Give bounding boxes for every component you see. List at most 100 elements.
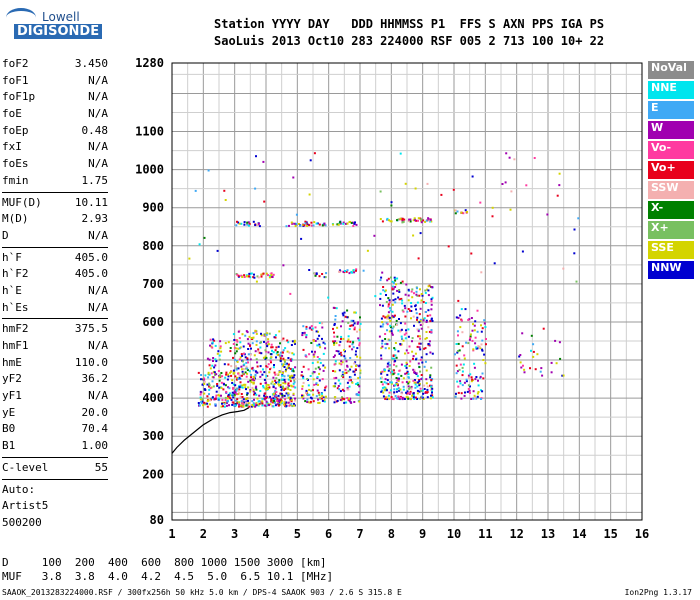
echo-dot (394, 384, 397, 387)
echo-dot (391, 285, 394, 288)
echo-dot (281, 371, 284, 374)
echo-dot (418, 380, 421, 383)
echo-dot (231, 393, 234, 396)
echo-dot (302, 223, 305, 226)
echo-dot (258, 402, 261, 405)
echo-dot (501, 183, 504, 185)
echo-dot (520, 366, 523, 369)
echo-dot (420, 299, 423, 302)
echo-dot (308, 393, 311, 396)
echo-dot (265, 400, 268, 403)
echo-dot (428, 340, 431, 343)
echo-dot (262, 386, 265, 389)
echo-dot (381, 389, 383, 392)
echo-dot (313, 152, 316, 155)
echo-dot (473, 324, 476, 327)
echo-dot (394, 279, 397, 282)
echo-dot (467, 374, 470, 377)
echo-dot (468, 318, 471, 321)
echo-dot (389, 324, 392, 327)
echo-dot (305, 325, 308, 328)
echo-dot (221, 398, 224, 401)
echo-dot (471, 329, 474, 332)
echo-dot (238, 403, 241, 406)
echo-dot (272, 366, 275, 369)
echo-dot (401, 299, 404, 302)
echo-dot (307, 401, 310, 404)
echo-dot (188, 257, 191, 260)
echo-dot (405, 329, 407, 332)
echo-dot (218, 376, 221, 379)
echo-dot (255, 332, 258, 335)
echo-dot (388, 330, 391, 333)
echo-dot (251, 405, 253, 408)
echo-dot (355, 350, 357, 353)
echo-dot (418, 321, 421, 324)
logo-bottom-text: DIGISONDE (14, 24, 103, 39)
echo-dot (241, 372, 244, 375)
x-tick-label: 7 (356, 527, 363, 541)
echo-dot (343, 401, 346, 404)
echo-dot (287, 388, 290, 391)
echo-dot (274, 379, 277, 382)
legend-item: X+ (648, 221, 694, 239)
echo-dot (272, 351, 275, 354)
echo-dot (316, 356, 319, 358)
echo-dot (265, 365, 268, 368)
echo-dot (454, 353, 456, 356)
echo-dot (259, 375, 262, 378)
echo-dot (241, 374, 243, 377)
echo-dot (238, 358, 241, 361)
echo-dot (306, 224, 309, 227)
echo-dot (245, 388, 247, 391)
echo-dot (262, 272, 265, 275)
echo-dot (546, 213, 549, 216)
echo-dot (429, 374, 432, 377)
echo-dot (399, 388, 402, 391)
echo-dot (455, 316, 458, 319)
echo-dot (388, 391, 391, 394)
echo-dot (404, 365, 407, 367)
echo-dot (430, 286, 433, 288)
echo-dot (318, 401, 321, 404)
echo-dot (322, 341, 325, 344)
axes: 1 2 3 4 5 6 7 8 9 10 11 12 13 14 15 1680200300400500600… (135, 56, 649, 541)
echo-dot (386, 218, 388, 221)
echo-dot (381, 383, 384, 386)
echo-dot (467, 318, 470, 321)
echo-dot (422, 219, 425, 222)
echo-dot (203, 382, 206, 385)
echo-dot (264, 381, 267, 384)
echo-dot (404, 182, 407, 185)
echo-dot (238, 347, 241, 350)
echo-dot (417, 328, 420, 331)
echo-dot (233, 404, 236, 407)
echo-dot (414, 396, 417, 399)
echo-dot (314, 350, 316, 353)
echo-dot (251, 342, 254, 345)
echo-dot (303, 333, 306, 336)
param-value: 1.00 (81, 439, 109, 453)
echo-dot (270, 274, 273, 276)
echo-dot (411, 350, 414, 353)
echo-dot (266, 332, 269, 335)
polarization-legend: NoVal NNE E W Vo- Vo+ SSW X- X+ SSE NNW (648, 61, 694, 281)
echo-dot (316, 222, 319, 225)
echo-dot (348, 328, 351, 330)
echo-dot (389, 371, 392, 374)
echo-dot (345, 270, 348, 273)
echo-dot (341, 361, 344, 364)
y-tick-label: 80 (150, 513, 164, 527)
echo-dot (318, 343, 321, 346)
param-row: yE 20.0 (2, 405, 108, 422)
echo-dot (333, 324, 336, 326)
echo-dot (483, 319, 486, 322)
echo-dot (291, 405, 294, 408)
param-value: N/A (88, 283, 108, 297)
echo-dot (420, 395, 423, 398)
legend-item: NNE (648, 81, 694, 99)
echo-dot (390, 396, 393, 398)
echo-dot (393, 347, 396, 350)
echo-dot (213, 398, 216, 401)
echo-dot (287, 363, 290, 366)
